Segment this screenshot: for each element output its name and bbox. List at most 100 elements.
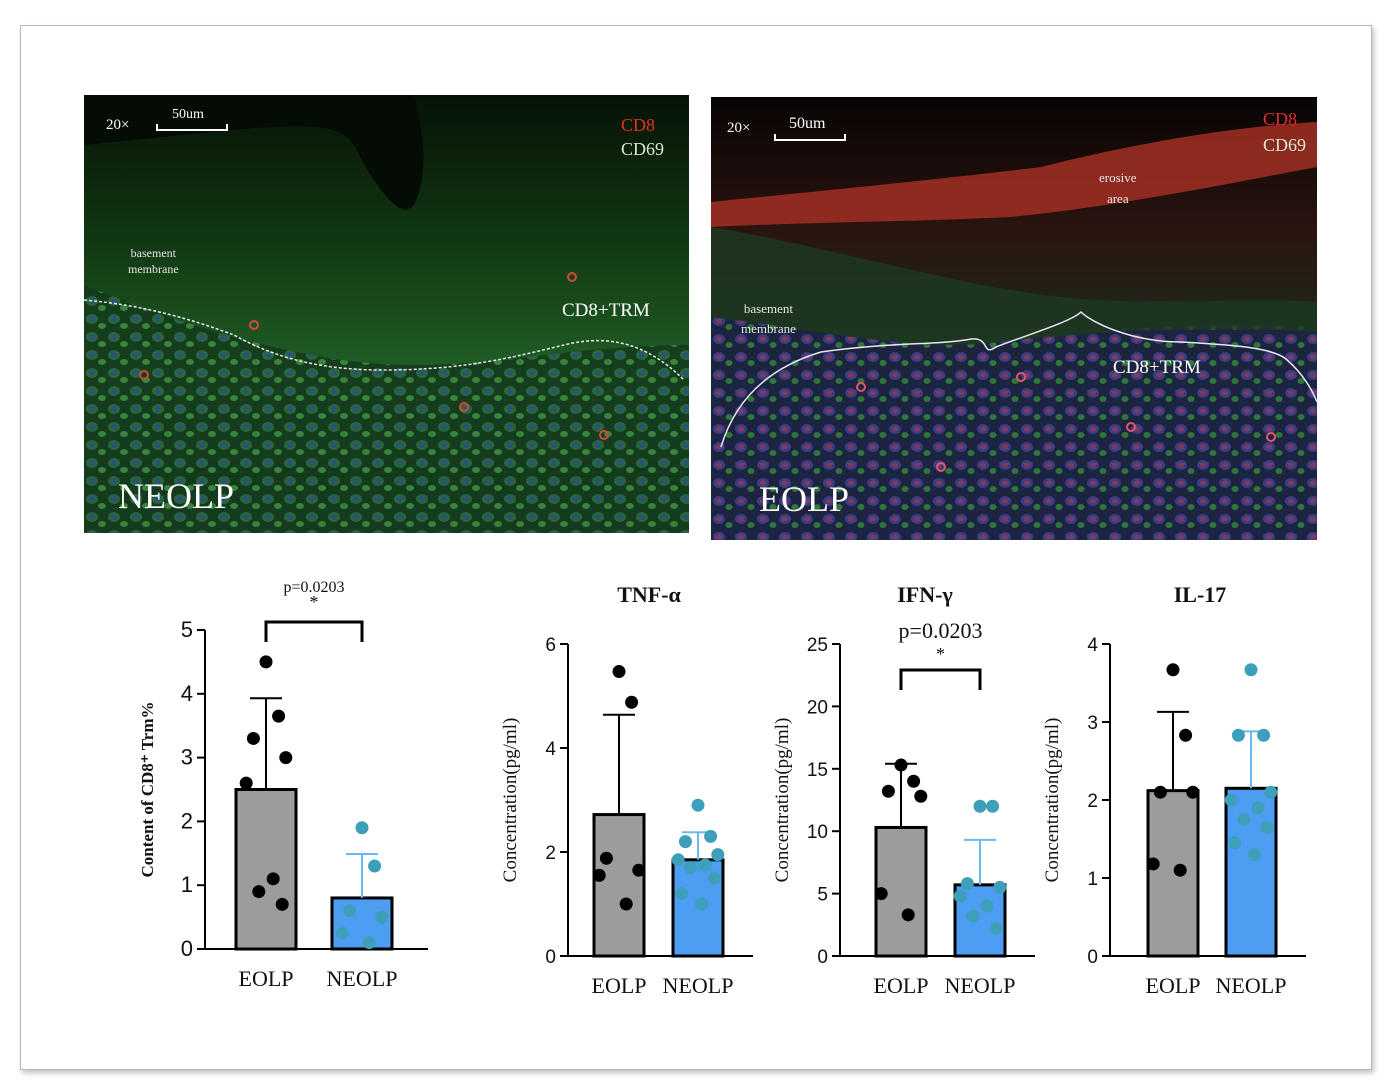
scale-bar-label: 50um xyxy=(172,107,204,122)
magnification-label: 20× xyxy=(727,120,751,136)
y-axis-label: Concentration(pg/ml) xyxy=(500,718,521,883)
data-point xyxy=(619,897,633,911)
data-point xyxy=(1186,785,1200,799)
chart-svg: TNF-α 0 2 4 6 Concentration(pg/ml) EOLP NEOLP xyxy=(500,582,753,998)
panel-label-eolp: EOLP xyxy=(759,479,849,519)
trm-annotation: CD8+TRM xyxy=(562,300,650,321)
y-tick-label: 4 xyxy=(545,739,556,760)
data-point xyxy=(1153,785,1167,799)
data-point xyxy=(375,910,389,924)
data-point xyxy=(246,731,260,745)
significance-star: * xyxy=(936,644,945,664)
chart-title: IFN-γ xyxy=(897,582,953,607)
chart-ifn-gamma: IFN-γ 0 5 10 15 20 25 Concentration(pg/ml) EOLP N… xyxy=(760,560,1035,1025)
y-tick-label: 3 xyxy=(181,745,193,770)
data-point xyxy=(989,922,1003,936)
category-label: EOLP xyxy=(239,966,294,991)
data-point xyxy=(707,871,721,885)
y-tick-label: 0 xyxy=(817,947,828,968)
trm-annotation: CD8+TRM xyxy=(1113,357,1201,378)
scale-bar xyxy=(774,134,846,141)
data-point xyxy=(953,889,967,903)
data-point xyxy=(1146,857,1160,871)
chart-title: TNF-α xyxy=(617,582,681,607)
y-axis-label: Concentration(pg/ml) xyxy=(1042,718,1063,883)
significance-star: * xyxy=(310,592,319,612)
y-tick-label: 1 xyxy=(1087,869,1098,890)
data-point xyxy=(698,858,712,872)
category-label: NEOLP xyxy=(663,973,734,998)
bar-eolp xyxy=(592,813,646,958)
data-point xyxy=(239,776,253,790)
category-label: EOLP xyxy=(592,973,647,998)
data-point xyxy=(1237,813,1251,826)
data-point xyxy=(1224,793,1238,807)
basement-membrane-annotation: basement membrane xyxy=(741,301,796,336)
y-tick-label: 5 xyxy=(817,885,828,906)
data-point xyxy=(678,835,692,849)
data-point xyxy=(907,774,921,788)
chart-title: IL-17 xyxy=(1174,582,1227,607)
data-point xyxy=(894,758,908,772)
data-point xyxy=(1251,801,1265,815)
y-tick-label: 25 xyxy=(807,635,828,656)
data-point xyxy=(684,861,698,875)
data-point xyxy=(993,880,1007,894)
data-point xyxy=(1231,728,1245,742)
category-label: EOLP xyxy=(874,973,929,998)
bar-neolp xyxy=(1224,786,1278,958)
bar-eolp xyxy=(1146,789,1200,958)
data-point xyxy=(1228,836,1242,850)
data-point xyxy=(901,908,915,922)
data-point xyxy=(675,887,689,901)
data-point xyxy=(279,751,293,765)
data-point xyxy=(704,829,718,843)
data-point xyxy=(986,799,1000,813)
y-axis-label: Content of CD8⁺ Trm% xyxy=(138,702,157,878)
y-tick-label: 20 xyxy=(807,697,828,718)
erosive-area-annotation: erosive area xyxy=(1099,170,1137,206)
data-point xyxy=(914,789,928,803)
y-tick-label: 3 xyxy=(1087,713,1098,734)
data-point xyxy=(1173,863,1187,877)
stain-label-cd8: CD8 xyxy=(1263,109,1298,129)
panel-label-neolp: NEOLP xyxy=(118,476,234,516)
y-tick-label: 15 xyxy=(807,760,828,781)
data-point xyxy=(335,926,349,940)
data-point xyxy=(625,695,639,709)
y-tick-label: 0 xyxy=(545,947,556,968)
data-point xyxy=(1179,728,1193,742)
magnification-label: 20× xyxy=(106,117,130,133)
chart-svg: IL-17 0 1 2 3 4 Concentration(pg/ml) EOLP NEOLP xyxy=(1042,582,1306,998)
chart-cd8-trm-content: 0 1 2 3 4 5 Content of CD8⁺ Trm% EOLP NEOLP p=0.0… xyxy=(100,560,440,1025)
data-point xyxy=(711,848,725,862)
data-point xyxy=(632,863,646,877)
data-point xyxy=(874,887,888,901)
data-point xyxy=(966,909,980,923)
data-point xyxy=(980,899,994,913)
significance-bracket xyxy=(264,620,364,642)
data-point xyxy=(362,936,376,950)
data-point xyxy=(1257,728,1271,742)
basement-membrane-annotation: basement membrane xyxy=(128,246,179,276)
data-point xyxy=(592,868,606,882)
category-label: NEOLP xyxy=(327,966,398,991)
data-point xyxy=(1248,848,1262,862)
bar-eolp xyxy=(234,788,298,951)
y-tick-label: 0 xyxy=(181,936,193,961)
y-tick-label: 1 xyxy=(181,872,193,897)
p-value-label: p=0.0203 xyxy=(899,618,983,643)
data-point xyxy=(973,799,987,813)
data-point xyxy=(252,885,266,899)
data-point xyxy=(1260,820,1274,834)
y-tick-label: 2 xyxy=(181,808,193,833)
stain-label-cd69: CD69 xyxy=(1263,135,1307,155)
y-tick-label: 4 xyxy=(181,681,193,706)
data-point xyxy=(272,709,286,723)
chart-il-17: IL-17 0 1 2 3 4 Concentration(pg/ml) EOLP NEOLP xyxy=(1040,560,1306,1025)
data-point xyxy=(960,877,974,891)
y-tick-label: 6 xyxy=(545,635,556,656)
data-point xyxy=(599,851,613,865)
micrograph-neolp-image xyxy=(84,95,689,533)
micrograph-eolp: 20× 50um CD8 CD69 erosive area basement … xyxy=(711,97,1317,540)
